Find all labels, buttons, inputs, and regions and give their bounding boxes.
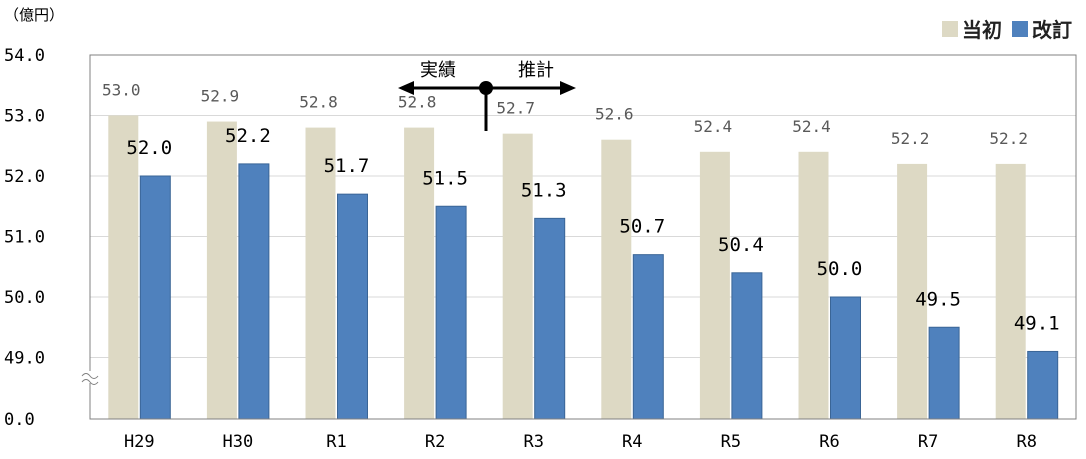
plot-frame	[89, 54, 1077, 420]
data-label-initial: 52.8	[299, 93, 338, 112]
x-tick-label: R1	[326, 432, 346, 452]
legend-swatch-initial	[942, 20, 958, 37]
unit-label: （億円）	[4, 6, 65, 24]
data-label-revised: 52.2	[225, 125, 271, 147]
data-label-revised: 49.5	[915, 288, 961, 310]
data-label-initial: 52.9	[201, 87, 240, 106]
legend-item-revised: 改訂	[1012, 14, 1072, 43]
legend: 当初 改訂	[932, 14, 1072, 43]
x-tick-label: R8	[1016, 432, 1036, 452]
data-label-revised: 51.3	[521, 179, 567, 201]
x-tick-label: H29	[124, 432, 155, 452]
arrow-left-head	[398, 81, 414, 95]
data-label-initial: 52.6	[595, 105, 634, 124]
data-label-initial: 52.2	[989, 129, 1028, 148]
bar-revised-R8	[1027, 350, 1059, 420]
bar-initial-H30	[206, 121, 237, 420]
x-tick-label: R4	[622, 432, 642, 452]
bar-initial-H29	[108, 115, 139, 419]
bar-revised-R5	[731, 272, 763, 420]
bar-revised-R6	[830, 296, 861, 420]
bar-revised-R4	[632, 254, 664, 420]
bar-revised-R2	[435, 205, 467, 420]
data-label-initial: 52.7	[496, 99, 535, 118]
data-label-revised: 50.7	[619, 216, 665, 238]
y-tick-label: 51.0	[4, 228, 45, 248]
bar-initial-R5	[699, 151, 730, 420]
y-tick-label: 53.0	[4, 107, 45, 127]
x-tick-label: H30	[223, 432, 254, 452]
data-label-revised: 50.4	[718, 234, 764, 256]
data-label-initial: 52.4	[694, 117, 733, 136]
data-label-initial: 52.8	[398, 93, 437, 112]
axis-break-mark	[81, 379, 99, 385]
axis-break-mark	[81, 373, 99, 379]
legend-item-initial: 当初	[942, 14, 1002, 43]
y-tick-label: 49.0	[4, 349, 45, 369]
legend-label-revised: 改訂	[1032, 18, 1072, 42]
y-tick-label: 52.0	[4, 167, 45, 187]
annotation-estimate: 推計	[518, 60, 554, 81]
data-label-revised: 52.0	[126, 137, 172, 159]
bar-initial-R3	[502, 133, 533, 419]
data-label-initial: 52.2	[891, 129, 930, 148]
data-label-revised: 51.5	[422, 167, 468, 189]
x-tick-label: R7	[918, 432, 938, 452]
bar-revised-H30	[238, 163, 270, 420]
bar-initial-R1	[305, 127, 336, 419]
bar-initial-R6	[798, 151, 829, 420]
x-tick-label: R2	[425, 432, 445, 452]
bar-initial-R2	[404, 127, 435, 419]
data-label-initial: 52.4	[792, 117, 831, 136]
bar-revised-H29	[139, 175, 171, 420]
data-label-initial: 53.0	[102, 81, 141, 100]
arrow-right-head	[560, 81, 576, 95]
bar-initial-R4	[601, 139, 632, 419]
annotation-dot	[479, 81, 493, 95]
x-tick-label: R6	[819, 432, 839, 452]
data-label-revised: 49.1	[1014, 312, 1060, 334]
data-label-revised: 51.7	[324, 155, 370, 177]
y-tick-label: 54.0	[4, 46, 45, 66]
bar-initial-R8	[995, 163, 1026, 419]
bar-revised-R7	[928, 326, 960, 420]
data-label-revised: 50.0	[817, 258, 863, 280]
legend-label-initial: 当初	[962, 18, 1002, 42]
annotation-actual: 実績	[420, 60, 456, 81]
bar-revised-R1	[337, 193, 368, 420]
bar-initial-R7	[897, 163, 928, 419]
bar-revised-R3	[534, 217, 566, 420]
x-tick-label: R5	[721, 432, 741, 452]
x-tick-label: R3	[523, 432, 543, 452]
axis-break-gap	[82, 371, 98, 383]
legend-swatch-revised	[1012, 20, 1028, 37]
y-tick-label: 0.0	[4, 410, 35, 430]
y-tick-label: 50.0	[4, 288, 45, 308]
